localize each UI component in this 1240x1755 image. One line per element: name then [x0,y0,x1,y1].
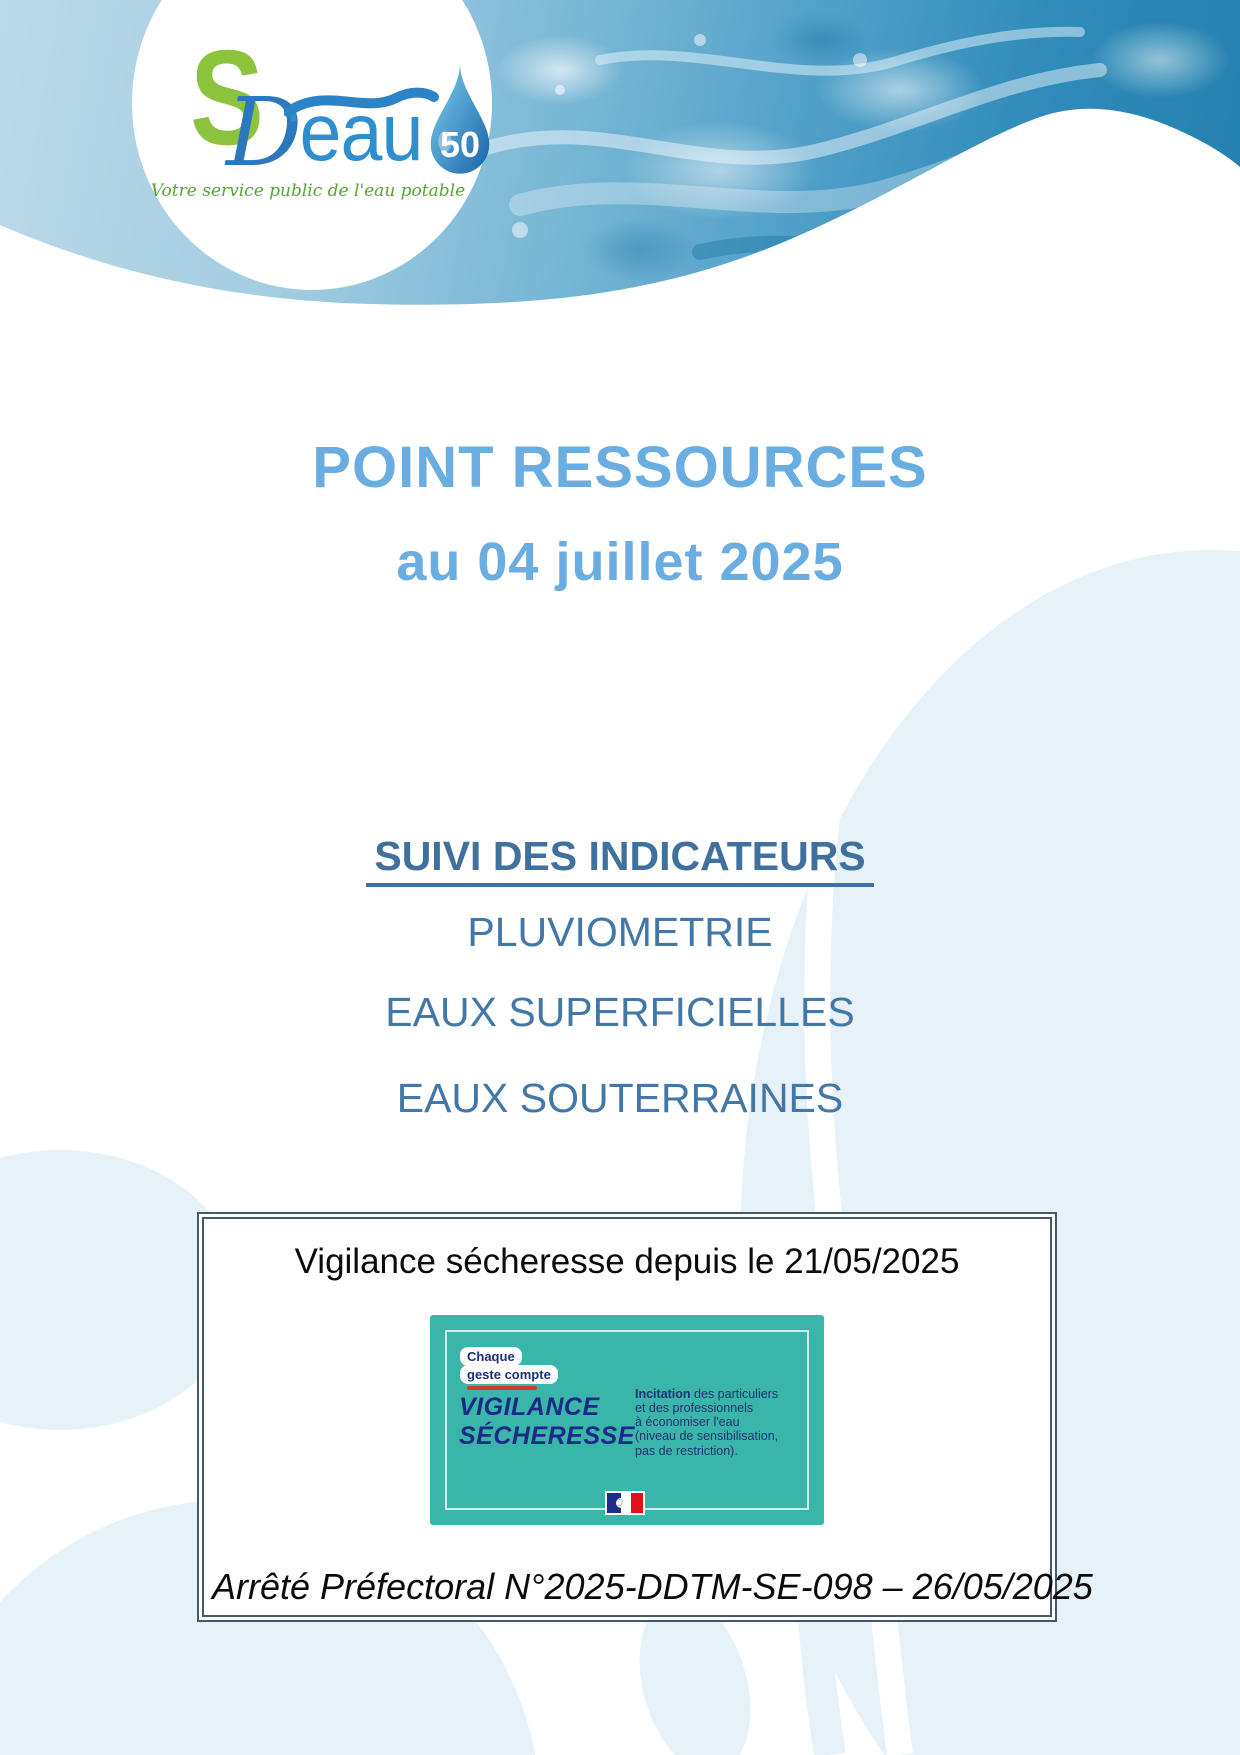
logo-medallion [132,0,492,290]
watermark-small-ellipse [639,1597,751,1755]
chaque-geste-compte-badge: Chaque geste compte [460,1347,558,1390]
drought-alert-box: Vigilance sécheresse depuis le 21/05/202… [197,1212,1093,1622]
sdeau50-logo: S D 'eau 50 Votre s [0,0,520,310]
water-bubble [555,85,565,95]
water-bubble [512,222,528,238]
arrete-prefectoral-line: Arrêté Préfectoral N°2025-DDTM-SE-098 – … [212,1566,1093,1607]
banner-description: Incitation des particuliers et des profe… [635,1387,800,1458]
indicator-pluviometrie: PLUVIOMETRIE [467,909,773,955]
banner-description-line2: et des professionnels [635,1401,754,1416]
banner-description-line1: Incitation des particuliers [635,1387,800,1401]
water-drop-icon: 50 [426,58,494,178]
logo-tagline: Votre service public de l'eau potable [150,181,466,201]
badge-line1: Chaque [460,1347,522,1366]
white-wave-shape [0,108,1240,310]
water-bubble [853,53,867,67]
badge-line2: geste compte [460,1365,558,1384]
banner-description-bold: Incitation [635,1387,691,1401]
indicators-heading: SUIVI DES INDICATEURS [0,836,1240,887]
water-foam-streak [473,63,1107,165]
banner-title-line1: VIGILANCE [459,1393,600,1421]
indicators-heading-text: SUIVI DES INDICATEURS [366,836,874,887]
main-title-line1: POINT RESSOURCES [312,435,928,500]
logo-number: 50 [439,124,481,165]
banner-description-line4: (niveau de sensibilisation, [635,1429,779,1444]
banner-title: VIGILANCE SÉCHERESSE [459,1393,635,1451]
header-wave-decoration [0,0,1240,310]
banner-description-line3: à économiser l'eau [635,1415,740,1430]
water-foam-streak [595,26,1085,76]
indicator-eaux-souterraines: EAUX SOUTERRAINES [396,1075,844,1121]
banner-title-line2: SÉCHERESSE [459,1422,635,1450]
french-flag-icon [605,1491,645,1515]
vigilance-date-line: Vigilance sécheresse depuis le 21/05/202… [294,1242,960,1281]
main-title-line2: au 04 juillet 2025 [396,532,844,592]
logo-letter-d: D [226,78,303,188]
water-bubble [694,34,706,46]
badge-red-mark [467,1386,537,1390]
banner-description-line1-rest: des particuliers [690,1387,779,1401]
watermark-left-blob [0,1150,240,1430]
vigilance-secheresse-banner: Chaque geste compte VIGILANCE SÉCHERESSE… [430,1315,824,1525]
banner-description-line5: pas de restriction). [635,1443,738,1458]
indicator-eaux-superficielles: EAUX SUPERFICIELLES [385,989,855,1035]
logo-letter-s: S [190,22,264,173]
wave-swoosh-icon [284,87,439,117]
water-photo-header: S D 'eau 50 Votre s [0,0,1240,310]
